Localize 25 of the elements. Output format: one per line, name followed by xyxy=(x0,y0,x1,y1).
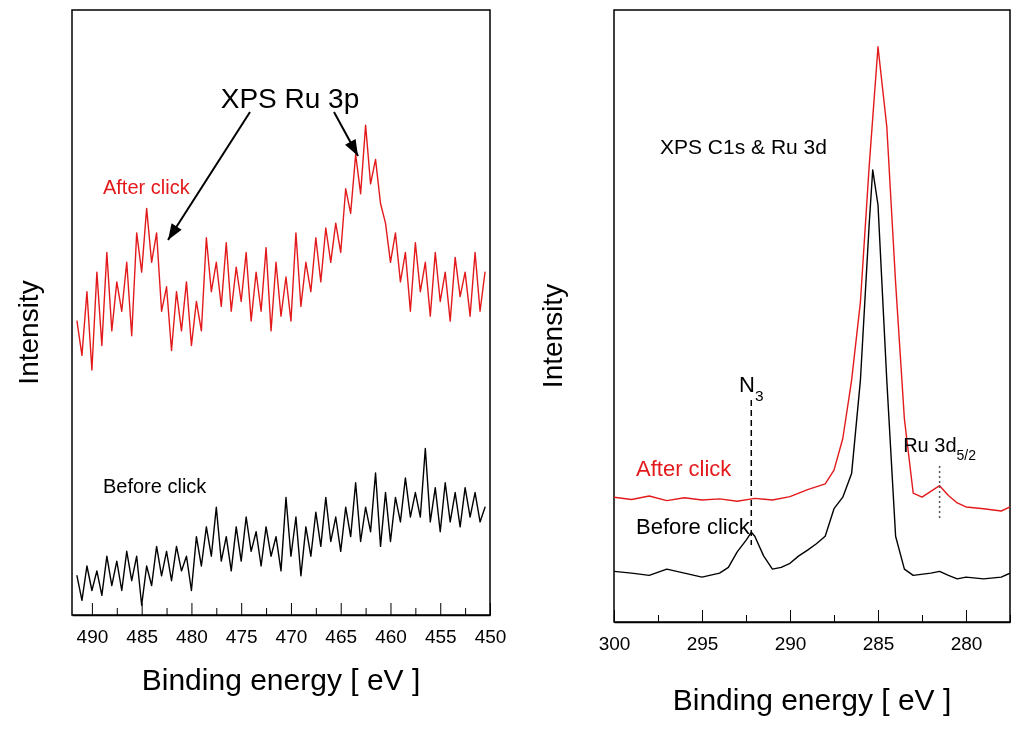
series-label: Before click xyxy=(102,475,208,498)
x-tick-label: 280 xyxy=(950,632,983,654)
x-axis-title: Binding energy [ eV ] xyxy=(672,683,952,716)
series-label: Before click xyxy=(636,514,751,540)
x-tick-label: 465 xyxy=(325,625,358,647)
x-tick-label: 295 xyxy=(686,632,719,654)
x-tick-label: 300 xyxy=(598,632,631,654)
x-tick-label: 470 xyxy=(275,625,308,647)
x-tick-label: 285 xyxy=(862,632,895,654)
y-axis-title: Intensity xyxy=(13,280,44,385)
x-tick-label: 475 xyxy=(225,625,258,647)
series-label: After click xyxy=(636,455,733,481)
x-tick-label: 455 xyxy=(424,625,457,647)
y-axis-title: Intensity xyxy=(537,283,568,389)
series-label: After click xyxy=(102,176,191,199)
annotation: XPS C1s & Ru 3d xyxy=(660,135,827,158)
x-tick-label: 460 xyxy=(375,625,407,647)
x-tick-label: 480 xyxy=(176,625,208,647)
x-tick-label: 490 xyxy=(76,625,109,647)
ref-line-label: N$_{3}$ xyxy=(739,372,764,404)
x-tick-label: 290 xyxy=(774,632,807,654)
x-tick-label: 450 xyxy=(474,625,507,647)
x-tick-label: 485 xyxy=(126,625,159,647)
x-axis-title: Binding energy [ eV ] xyxy=(141,663,421,696)
text: XPS Ru 3p xyxy=(220,83,360,114)
